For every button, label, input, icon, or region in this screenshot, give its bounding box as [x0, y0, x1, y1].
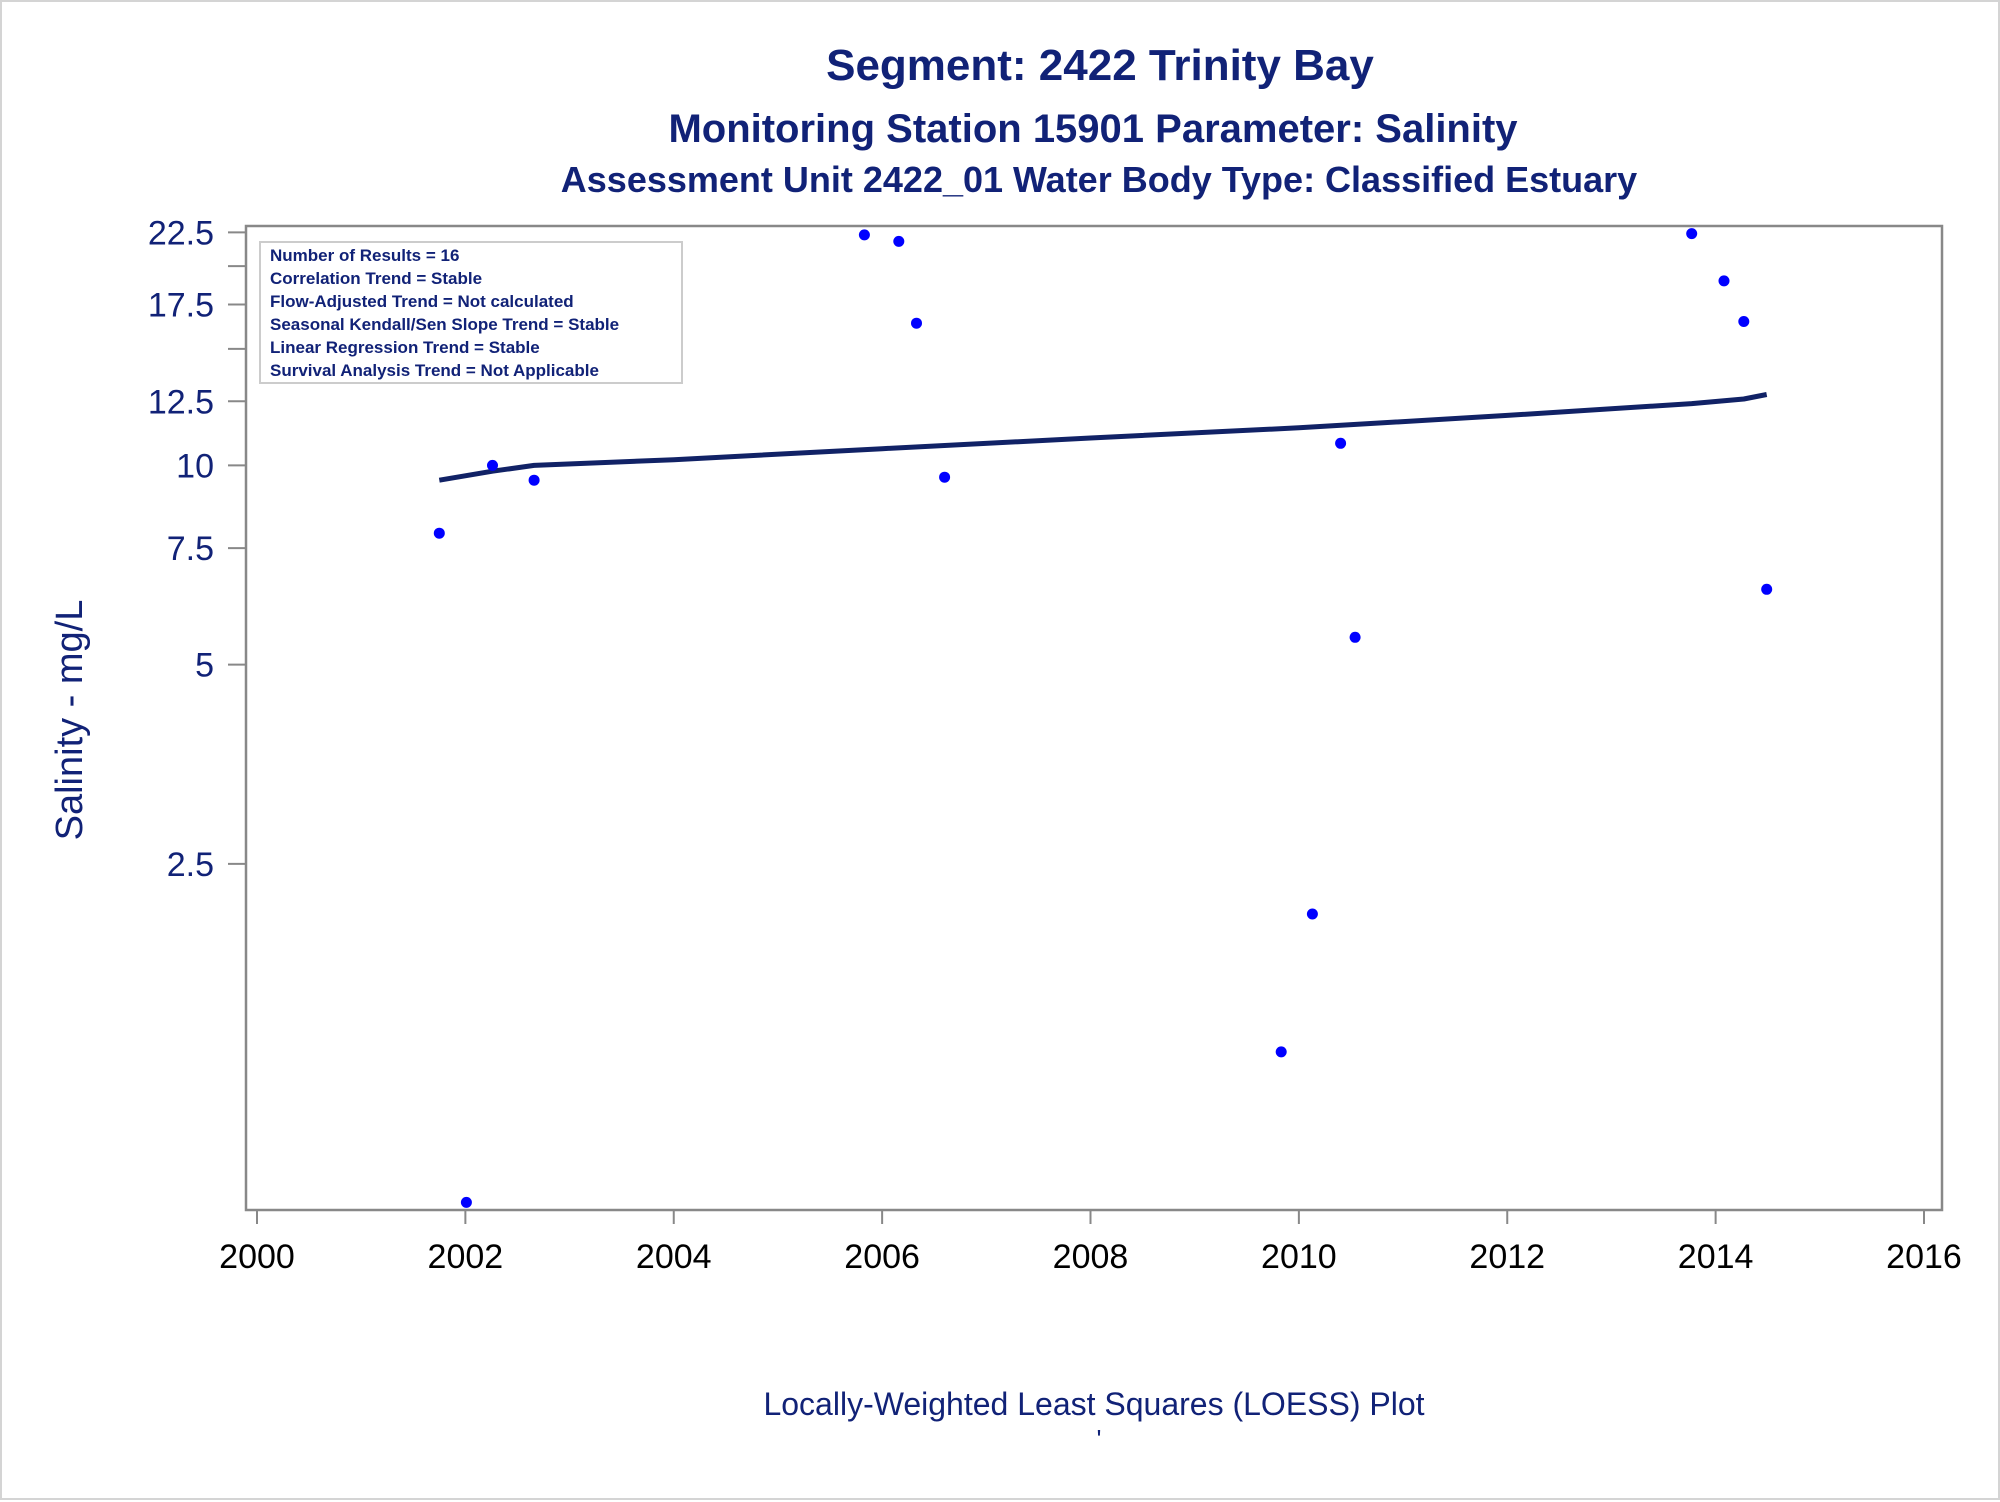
loess-layer [438, 392, 1768, 483]
chart-subtitle-2: Assessment Unit 2422_01 Water Body Type:… [561, 159, 1637, 200]
data-point [1686, 228, 1698, 240]
chart-title: Segment: 2422 Trinity Bay [826, 41, 1374, 90]
data-point [911, 317, 922, 329]
data-point [528, 474, 540, 486]
y-tick-label: 5 [195, 647, 214, 685]
x-tick-label: 2010 [1261, 1238, 1337, 1276]
x-tick-label: 2008 [1053, 1238, 1129, 1276]
data-point [939, 471, 951, 483]
y-tick-label: 7.5 [167, 530, 214, 568]
y-tick-label: 10 [176, 447, 214, 485]
x-tick-label: 2002 [428, 1238, 504, 1276]
stats-line-survival: Survival Analysis Trend = Not Applicable [270, 361, 599, 380]
stats-line-correlation: Correlation Trend = Stable [270, 269, 482, 288]
points-layer [433, 228, 1773, 1208]
stats-line-flow-adjusted: Flow-Adjusted Trend = Not calculated [270, 292, 574, 311]
stats-box-border [259, 241, 683, 384]
stats-line-linear-regression: Linear Regression Trend = Stable [270, 338, 540, 357]
data-point [1738, 316, 1750, 327]
y-tick-label: 17.5 [148, 287, 214, 325]
data-point [893, 235, 905, 247]
axes: 2000 2002 2004 2006 2008 2010 2012 2014 2016 2.5 5… [148, 214, 1962, 1276]
x-tick-label: 2012 [1469, 1238, 1545, 1276]
y-tick-label: 2.5 [167, 846, 214, 884]
data-point [460, 1196, 472, 1208]
data-point [433, 527, 445, 539]
x-tick-label: 2016 [1886, 1238, 1962, 1276]
x-tick-label: 2006 [844, 1238, 920, 1276]
data-point [858, 229, 870, 241]
chart-subtitle: Monitoring Station 15901 Parameter: Sali… [668, 107, 1518, 151]
y-tick-label: 12.5 [148, 383, 214, 421]
loess-line [438, 392, 1768, 483]
data-point [1761, 583, 1773, 595]
data-point [1718, 275, 1730, 287]
data-point [1275, 1046, 1287, 1058]
data-point [1349, 631, 1361, 643]
data-point [487, 459, 498, 471]
stats-line-seasonal-kendall: Seasonal Kendall/Sen Slope Trend = Stabl… [270, 315, 619, 334]
data-point [1335, 437, 1347, 449]
x-tick-label: 2004 [636, 1238, 712, 1276]
data-point [1306, 908, 1318, 920]
stats-line-results: Number of Results = 16 [270, 246, 459, 265]
footnote-mark: ' [1097, 1424, 1102, 1454]
x-tick-label: 2000 [219, 1238, 295, 1276]
plot-area [244, 224, 1944, 1212]
y-tick-label: 22.5 [148, 214, 214, 252]
y-axis-label: Salinity - mg/L [49, 600, 91, 841]
x-tick-label: 2014 [1678, 1238, 1754, 1276]
footnote-caption: Locally-Weighted Least Squares (LOESS) P… [763, 1386, 1424, 1422]
stats-box: Number of Results = 16 Correlation Trend… [259, 241, 683, 384]
